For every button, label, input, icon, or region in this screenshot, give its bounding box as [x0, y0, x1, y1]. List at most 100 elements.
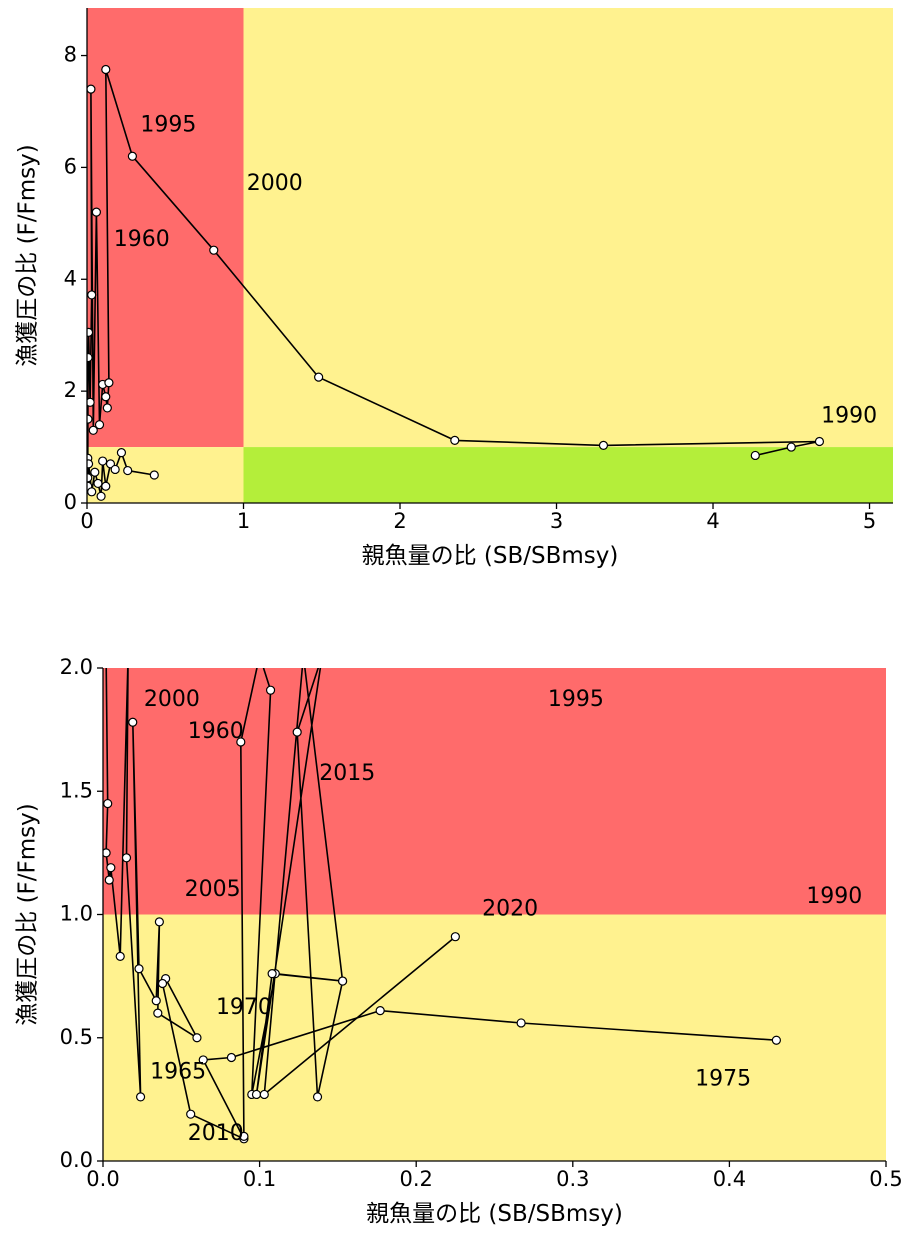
data-point	[102, 403, 112, 413]
data-point	[153, 1008, 163, 1018]
y-tick-label: 1.5	[60, 778, 93, 802]
y-tick-label: 2.0	[60, 655, 93, 679]
data-point	[151, 996, 161, 1006]
year-label-2020: 2020	[482, 897, 538, 922]
data-point	[101, 64, 111, 75]
data-point	[814, 436, 825, 447]
data-point	[516, 1018, 526, 1028]
year-label-2000: 2000	[247, 171, 303, 196]
data-point	[314, 372, 324, 382]
data-point	[87, 352, 93, 363]
data-point	[104, 875, 114, 885]
data-point	[106, 863, 116, 873]
data-point	[154, 917, 164, 927]
x-tick-label: 1	[237, 509, 250, 533]
x-tick-label: 0.4	[713, 1167, 746, 1191]
data-point	[209, 245, 219, 255]
year-label-1995: 1995	[548, 687, 604, 712]
x-tick-label: 0.0	[86, 1167, 119, 1191]
data-point	[450, 932, 460, 942]
x-axis-title: 親魚量の比 (SB/SBmsy)	[366, 1201, 623, 1227]
data-point	[96, 491, 106, 501]
data-point	[149, 470, 159, 480]
data-point	[186, 1109, 196, 1119]
y-tick-label: 0.0	[60, 1148, 93, 1172]
data-point	[87, 327, 94, 338]
data-point	[598, 440, 609, 450]
data-point	[292, 727, 302, 737]
kobe-plot-zoom-panel: 2000 1995 1960 2015 2005 1990 2020 1970 1965 1975…	[15, 655, 903, 1227]
y-tick-label: 6	[64, 154, 77, 178]
data-point	[87, 487, 97, 497]
trajectory-line-1	[240, 668, 456, 1137]
x-axis-title: 親魚量の比 (SB/SBmsy)	[362, 543, 619, 569]
x-tick-label: 5	[863, 509, 876, 533]
data-point	[103, 848, 111, 858]
data-point	[312, 1092, 323, 1102]
x-tick-label: 0.2	[399, 1167, 432, 1191]
data-point	[134, 964, 144, 974]
data-point	[115, 951, 125, 962]
data-point	[127, 151, 137, 161]
x-tick-label: 2	[393, 509, 406, 533]
x-tick-label: 3	[550, 509, 563, 533]
year-label-2015: 2015	[319, 761, 375, 786]
zone-overfished-overfishing	[87, 8, 244, 448]
data-point	[123, 465, 133, 476]
data-point	[88, 425, 98, 435]
data-point	[786, 442, 796, 452]
y-tick-label: 0	[64, 490, 77, 514]
data-point	[101, 392, 111, 402]
data-point	[226, 1052, 237, 1063]
data-point	[239, 1131, 249, 1141]
y-tick-label: 1.0	[60, 902, 93, 926]
year-label-1990: 1990	[806, 884, 862, 909]
x-tick-label: 4	[706, 509, 719, 533]
x-tick-label: 0.5	[869, 1167, 902, 1191]
data-point	[87, 290, 97, 300]
data-point	[91, 207, 101, 217]
data-point	[267, 969, 277, 979]
year-label-1970: 1970	[216, 995, 272, 1020]
data-point	[375, 1006, 385, 1016]
kobe-plot-full-panel: 1995 2000 1960 1990 0 1 2 3 4 5 0 2 4 6 8 親魚量の比 (SB/SBm…	[15, 8, 893, 569]
data-point	[87, 459, 94, 469]
y-tick-label: 2	[64, 378, 77, 402]
data-point	[135, 1092, 146, 1102]
zone-overfished	[87, 447, 244, 503]
data-point	[98, 456, 108, 466]
x-tick-label: 0.3	[556, 1167, 589, 1191]
year-label-2010: 2010	[188, 1121, 244, 1146]
data-point	[259, 1089, 269, 1100]
data-point	[103, 798, 113, 809]
year-label-1965: 1965	[150, 1059, 206, 1084]
data-point	[87, 473, 93, 483]
y-axis-title: 漁獲圧の比 (F/Fmsy)	[15, 144, 41, 366]
data-point	[93, 478, 103, 489]
zone-overfished-overfishing	[103, 668, 886, 915]
year-label-2000: 2000	[144, 687, 200, 712]
year-label-1995: 1995	[140, 112, 196, 137]
data-point	[750, 450, 760, 461]
data-point	[198, 1055, 208, 1065]
data-point	[87, 414, 93, 424]
data-point	[90, 467, 100, 477]
data-point	[116, 448, 127, 458]
year-label-2005: 2005	[185, 877, 241, 902]
data-point	[450, 435, 460, 445]
x-tick-label: 0.1	[243, 1167, 276, 1191]
data-point	[192, 1033, 202, 1043]
data-point	[128, 717, 138, 727]
y-tick-label: 8	[64, 43, 77, 67]
data-point	[87, 397, 95, 407]
y-tick-label: 4	[64, 266, 77, 290]
zone-overfishing	[243, 8, 893, 448]
data-point	[771, 1035, 781, 1045]
data-point	[157, 978, 168, 989]
data-point	[94, 420, 105, 430]
y-tick-label: 0.5	[60, 1025, 93, 1049]
y-axis-title: 漁獲圧の比 (F/Fmsy)	[15, 803, 41, 1025]
year-label-1975: 1975	[695, 1067, 751, 1092]
x-tick-label: 0	[80, 509, 93, 533]
